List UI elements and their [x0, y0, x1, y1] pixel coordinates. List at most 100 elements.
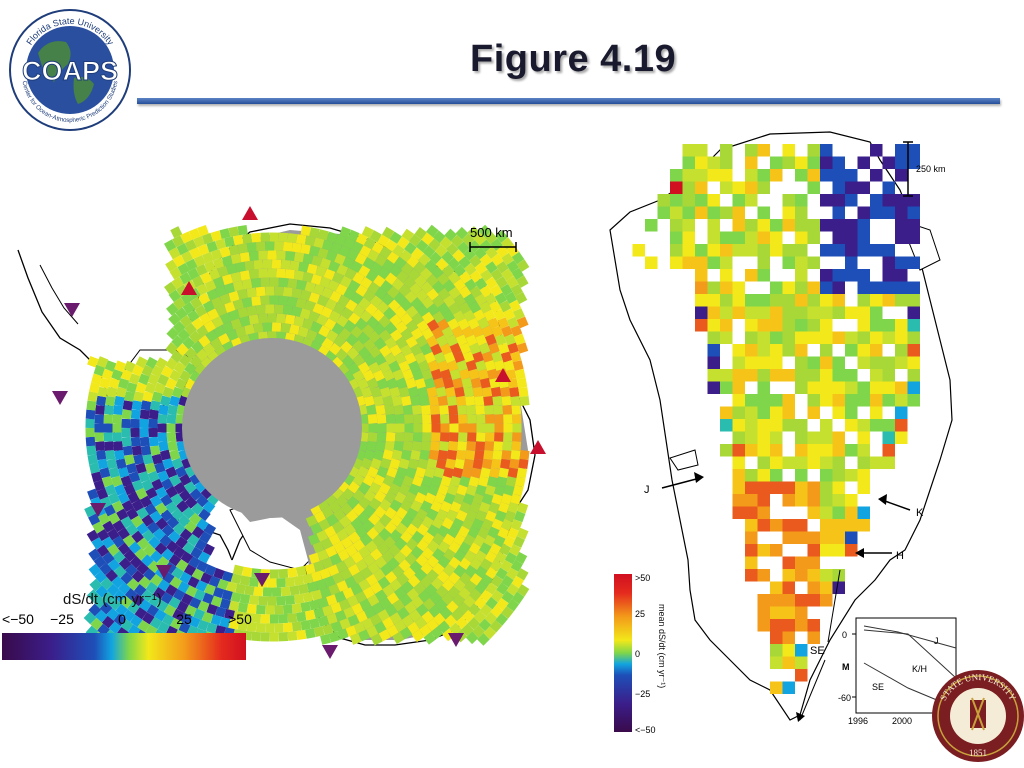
antarctica-grid-cell	[358, 546, 371, 559]
antarctica-grid-cell	[269, 295, 279, 305]
greenland-grid-cell	[820, 519, 833, 532]
antarctica-grid-cell	[108, 597, 122, 611]
antarctica-grid-cell	[121, 436, 132, 447]
greenland-grid-cell	[707, 231, 720, 244]
antarctica-grid-cell	[129, 614, 143, 628]
antarctica-grid-cell	[148, 409, 159, 420]
antarctica-grid-cell	[453, 492, 465, 505]
antarctica-grid-cell	[484, 611, 498, 625]
antarctica-grid-cell	[128, 373, 141, 385]
greenland-grid-cell	[795, 419, 808, 432]
antarctica-grid-cell	[414, 352, 427, 364]
antarctica-grid-cell	[317, 615, 329, 627]
antarctica-grid-cell	[442, 533, 455, 546]
antarctica-grid-cell	[391, 449, 403, 461]
antarctica-grid-cell	[453, 310, 466, 323]
greenland-grid-cell	[770, 156, 783, 169]
antarctica-grid-cell	[476, 423, 486, 433]
antarctica-grid-cell	[241, 566, 253, 578]
greenland-grid-cell	[707, 369, 720, 382]
greenland-grid-cell	[807, 331, 820, 344]
antarctica-grid-cell	[226, 581, 238, 593]
antarctica-grid-cell	[511, 591, 525, 605]
greenland-grid-cell	[757, 456, 770, 469]
antarctica-grid-cell	[415, 603, 429, 617]
antarctica-grid-cell	[452, 467, 464, 479]
greenland-grid-cell	[720, 319, 733, 332]
antarctica-grid-cell	[384, 336, 397, 350]
antarctica-grid-cell	[511, 267, 524, 281]
antarctica-grid-cell	[448, 302, 461, 315]
greenland-grid-cell	[907, 256, 920, 269]
greenland-grid-cell	[670, 231, 683, 244]
antarctica-grid-cell	[160, 509, 174, 523]
antarctica-grid-cell	[114, 449, 125, 461]
antarctica-grid-cell	[142, 612, 155, 625]
greenland-grid-cell	[832, 506, 845, 519]
greenland-grid-cell	[870, 206, 883, 219]
antarctica-grid-cell	[448, 441, 459, 451]
antarctica-grid-cell	[325, 250, 338, 262]
antarctica-grid-cell	[424, 583, 438, 597]
antarctica-grid-cell	[265, 605, 275, 615]
antarctica-grid-cell	[345, 509, 359, 523]
antarctica-grid-cell	[298, 261, 309, 273]
antarctica-grid-cell	[488, 502, 500, 514]
antarctica-grid-cell	[443, 548, 456, 561]
greenland-grid-cell	[757, 269, 770, 282]
antarctica-grid-cell	[101, 368, 114, 381]
antarctica-grid-cell	[484, 360, 496, 372]
antarctica-grid-cell	[196, 518, 209, 531]
antarctica-grid-cell	[480, 574, 493, 587]
antarctica-grid-cell	[447, 271, 461, 285]
antarctica-grid-cell	[368, 345, 382, 359]
greenland-grid-cell	[820, 544, 833, 557]
greenland-grid-cell	[795, 556, 808, 569]
antarctica-grid-cell	[373, 337, 387, 351]
antarctica-grid-cell	[503, 535, 516, 548]
antarctica-grid-cell	[398, 386, 410, 398]
antarctica-grid-cell	[130, 427, 140, 438]
antarctica-grid-cell	[107, 558, 121, 572]
glacier-label-se: SE	[810, 645, 825, 657]
greenland-grid-cell	[757, 294, 770, 307]
antarctica-grid-cell	[363, 353, 377, 367]
antarctica-grid-cell	[403, 566, 416, 580]
greenland-grid-cell	[795, 219, 808, 232]
greenland-grid-cell	[870, 419, 883, 432]
antarctica-grid-cell	[267, 268, 277, 278]
greenland-grid-cell	[782, 419, 795, 432]
antarctica-grid-cell	[221, 255, 233, 267]
greenland-grid-cell	[882, 419, 895, 432]
antarctica-grid-cell	[343, 320, 357, 333]
antarctica-grid-cell	[87, 391, 98, 402]
antarctica-grid-cell	[472, 458, 484, 470]
glacier-markers: J K H SE	[644, 472, 924, 722]
antarctica-grid-cell	[474, 277, 488, 291]
greenland-grid-cell	[832, 281, 845, 294]
antarctica-grid-cell	[122, 609, 136, 622]
antarctica-grid-cell	[116, 508, 129, 521]
antarctica-grid-cell	[282, 286, 293, 297]
antarctica-grid-cell	[458, 432, 468, 442]
greenland-grid-cell	[782, 144, 795, 157]
antarctica-grid-cell	[308, 533, 320, 546]
greenland-grid-cell	[820, 531, 833, 544]
antarctica-grid-cell	[260, 632, 270, 642]
antarctica-grid-cell	[415, 289, 429, 302]
antarctica-grid-cell	[95, 449, 107, 461]
antarctica-grid-cell	[431, 423, 441, 433]
antarctica-grid-cell	[500, 283, 513, 297]
antarctica-grid-cell	[465, 359, 478, 372]
antarctica-grid-cell	[301, 318, 314, 330]
antarctica-grid-cell	[87, 355, 99, 368]
greenland-grid-cell	[720, 269, 733, 282]
antarctica-grid-cell	[246, 622, 257, 632]
antarctica-grid-cell	[503, 423, 513, 433]
greenland-grid-cell	[820, 419, 833, 432]
greenland-grid-cell	[795, 531, 808, 544]
greenland-grid-cell	[882, 319, 895, 332]
antarctica-grid-cell	[514, 368, 526, 380]
antarctica-grid-cell	[195, 580, 208, 592]
antarctica-grid-cell	[356, 511, 370, 525]
